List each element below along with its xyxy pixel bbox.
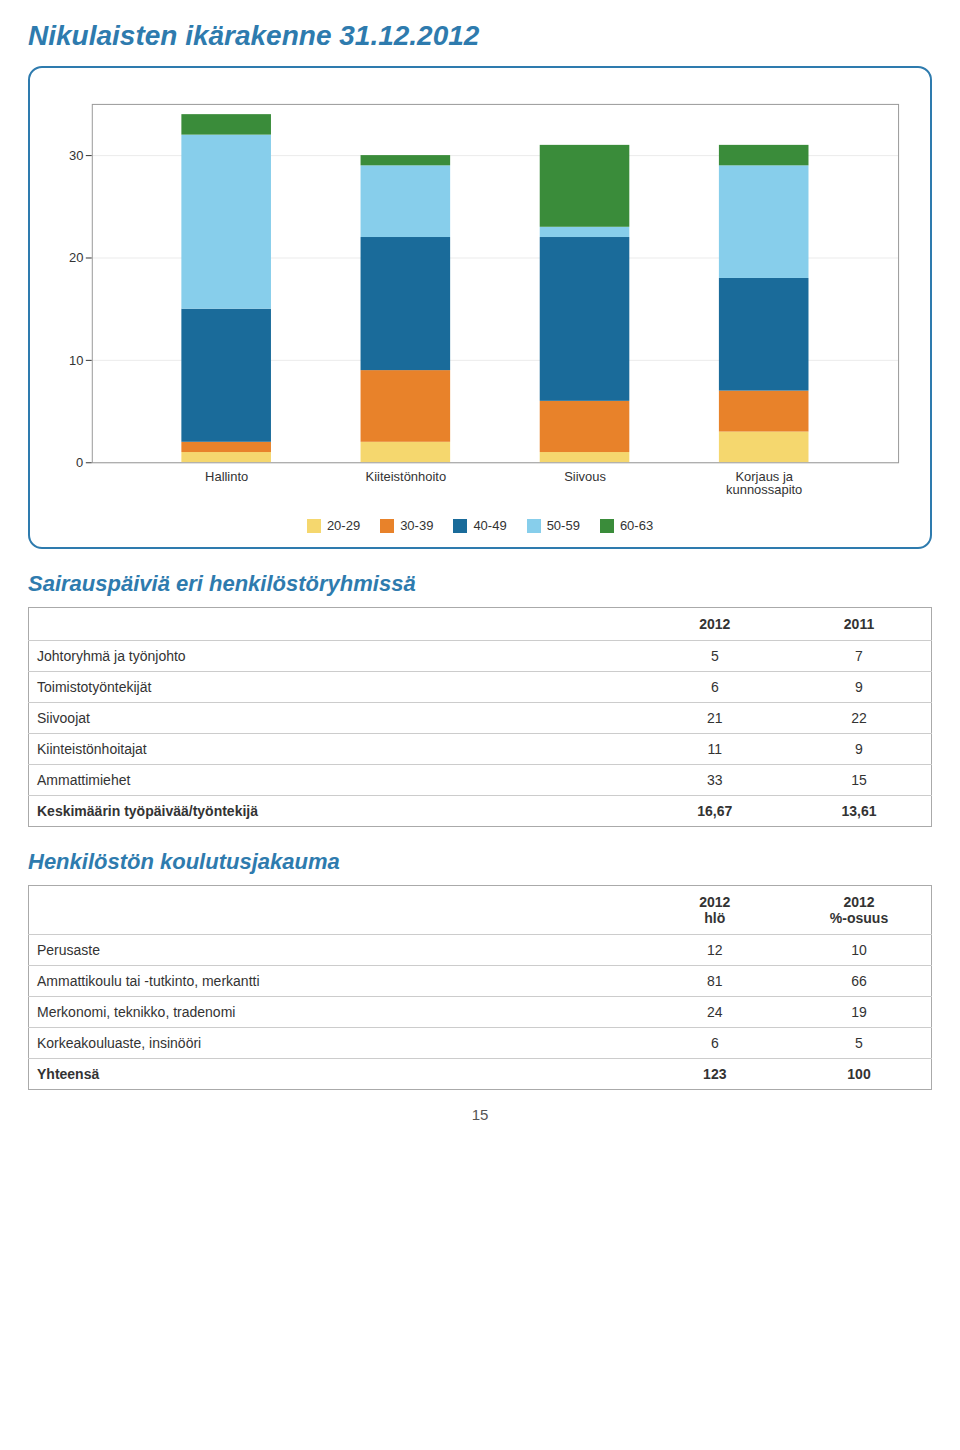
html-text:81: 81 xyxy=(707,973,723,989)
html-text:22: 22 xyxy=(851,710,867,726)
html-text:Merkonomi, teknikko, tradenomi: Merkonomi, teknikko, tradenomi xyxy=(37,1004,236,1020)
html-text:Siivoojat: Siivoojat xyxy=(37,710,90,726)
html-text:16,67: 16,67 xyxy=(697,803,733,819)
html-text:Yhteensä: Yhteensä xyxy=(37,1066,100,1082)
html-text:123: 123 xyxy=(703,1066,727,1082)
html-text:13,61: 13,61 xyxy=(841,803,877,819)
html-text:Keskimäärin työpäivää/työnteki: Keskimäärin työpäivää/työntekijä xyxy=(37,803,258,819)
html-text:30-39: 30-39 xyxy=(400,518,434,533)
html-text:2012 hlö: 2012 hlö xyxy=(699,894,731,926)
html-text:19: 19 xyxy=(851,1004,867,1020)
svg-text:Korjaus jakunnossapito: Korjaus jakunnossapito xyxy=(726,469,802,497)
html-text:Perusaste: Perusaste xyxy=(37,942,100,958)
html-text:60-63: 60-63 xyxy=(619,518,654,533)
html-text:66: 66 xyxy=(851,973,867,989)
html-text:Sairauspäiviä eri henkilöstöry: Sairauspäiviä eri henkilöstöryhmissä xyxy=(28,571,416,596)
svg-text:30: 30 xyxy=(69,148,83,163)
html-text:Nikulaisten ikärakenne 31.12.2: Nikulaisten ikärakenne 31.12.2012 xyxy=(28,20,480,51)
html-text:21: 21 xyxy=(707,710,723,726)
html-text:5: 5 xyxy=(855,1035,863,1051)
html-text:6: 6 xyxy=(710,679,719,695)
svg-text:20: 20 xyxy=(69,250,83,265)
html-text:2012 %-osuus: 2012 %-osuus xyxy=(829,894,889,926)
html-text:50-59: 50-59 xyxy=(546,518,580,533)
svg-text:10: 10 xyxy=(69,353,83,368)
html-text:5: 5 xyxy=(710,648,719,664)
html-text:Johtoryhmä ja työnjohto: Johtoryhmä ja työnjohto xyxy=(37,648,186,664)
html-text:15: 15 xyxy=(851,772,867,788)
html-text:24: 24 xyxy=(707,1004,723,1020)
html-text:9: 9 xyxy=(855,741,863,757)
html-text:11: 11 xyxy=(707,741,723,757)
html-text:15: 15 xyxy=(471,1106,489,1123)
svg-text:Siivous: Siivous xyxy=(564,469,606,484)
svg-text:Hallinto: Hallinto xyxy=(205,469,248,484)
html-text:40-49: 40-49 xyxy=(473,518,507,533)
html-text:20-29: 20-29 xyxy=(326,518,361,533)
html-text:Ammattimiehet: Ammattimiehet xyxy=(37,772,131,788)
html-text:33: 33 xyxy=(707,772,723,788)
html-text:Toimistotyöntekijät: Toimistotyöntekijät xyxy=(37,679,152,695)
html-text:100: 100 xyxy=(847,1066,871,1082)
html-text:9: 9 xyxy=(855,679,863,695)
html-text:7: 7 xyxy=(855,648,863,664)
html-text:Henkilöstön koulutusjakauma: Henkilöstön koulutusjakauma xyxy=(28,849,340,874)
html-text:Korkeakouluaste, insinööri: Korkeakouluaste, insinööri xyxy=(37,1035,202,1051)
html-text:2011: 2011 xyxy=(843,616,875,632)
html-text:6: 6 xyxy=(710,1035,719,1051)
html-text:2012: 2012 xyxy=(699,616,731,632)
html-text:10: 10 xyxy=(851,942,867,958)
html-text:Ammattikoulu tai -tutkinto, me: Ammattikoulu tai -tutkinto, merkantti xyxy=(37,973,260,989)
html-text:Kiinteistönhoitajat: Kiinteistönhoitajat xyxy=(37,741,147,757)
svg-text:Kiiteistönhoito: Kiiteistönhoito xyxy=(366,469,447,484)
svg-text:0: 0 xyxy=(76,455,83,470)
html-text:12: 12 xyxy=(707,942,723,958)
